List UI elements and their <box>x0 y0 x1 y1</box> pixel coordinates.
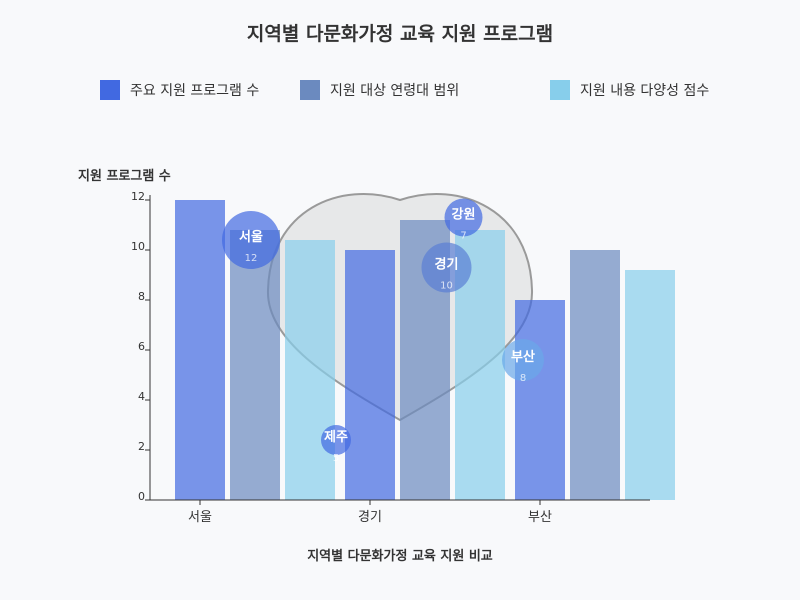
x-axis-title: 지역별 다문화가정 교육 지원 비교 <box>307 548 493 564</box>
bar-3-3[interactable] <box>625 270 675 500</box>
legend-swatch-3 <box>550 80 570 100</box>
bubble-4[interactable] <box>502 339 544 381</box>
bubble-value-2: 10 <box>440 281 453 292</box>
bar-2-1[interactable] <box>345 250 395 500</box>
y-tick-label-2: 4 <box>138 390 145 403</box>
bubble-1[interactable] <box>222 211 280 269</box>
bubble-value-1: 12 <box>245 253 258 264</box>
y-tick-label-1: 2 <box>138 440 145 453</box>
bubble-3[interactable] <box>444 198 483 237</box>
legend: 주요 지원 프로그램 수 지원 대상 연령대 범위 지원 내용 다양성 점수 <box>100 80 709 100</box>
legend-label-3: 지원 내용 다양성 점수 <box>580 83 709 99</box>
y-tick-label-6: 12 <box>131 190 145 203</box>
bubble-5[interactable] <box>321 425 351 455</box>
bar-1-1[interactable] <box>175 200 225 500</box>
bar-1-3[interactable] <box>285 240 335 500</box>
bar-3-1[interactable] <box>515 300 565 500</box>
y-tick-label-5: 10 <box>131 240 145 253</box>
bubble-value-3: 7 <box>460 231 466 242</box>
bubble-label-3: 강원 <box>452 207 476 223</box>
legend-label-1: 주요 지원 프로그램 수 <box>130 83 259 99</box>
bubble-label-5: 제주 <box>324 430 348 445</box>
bubble-value-4: 8 <box>520 373 526 384</box>
legend-item-1[interactable]: 주요 지원 프로그램 수 <box>100 80 259 100</box>
bubble-label-2: 경기 <box>435 257 459 273</box>
bubble-value-5: 5 <box>333 453 339 464</box>
bubble-2[interactable] <box>421 242 472 293</box>
legend-swatch-2 <box>300 80 320 100</box>
chart-title: 지역별 다문화가정 교육 지원 프로그램 <box>247 23 553 45</box>
y-axis-title: 지원 프로그램 수 <box>78 169 171 184</box>
bars <box>175 200 675 500</box>
y-tick-label-0: 0 <box>138 490 145 503</box>
legend-item-2[interactable]: 지원 대상 연령대 범위 <box>300 80 459 100</box>
x-tick-label-1: 경기 <box>358 510 382 525</box>
bar-1-2[interactable] <box>230 230 280 500</box>
x-tick-label-0: 서울 <box>188 510 212 525</box>
legend-swatch-1 <box>100 80 120 100</box>
bubble-label-1: 서울 <box>239 229 263 245</box>
x-tick-label-2: 부산 <box>528 510 552 525</box>
legend-label-2: 지원 대상 연령대 범위 <box>330 83 459 99</box>
bubbles: 서울 12 경기 10 강원 7 부산 8 제주 5 <box>222 198 544 464</box>
bar-3-2[interactable] <box>570 250 620 500</box>
legend-item-3[interactable]: 지원 내용 다양성 점수 <box>550 80 709 100</box>
y-tick-label-4: 8 <box>138 290 145 303</box>
bubble-label-4: 부산 <box>511 349 535 365</box>
y-tick-label-3: 6 <box>138 340 145 353</box>
